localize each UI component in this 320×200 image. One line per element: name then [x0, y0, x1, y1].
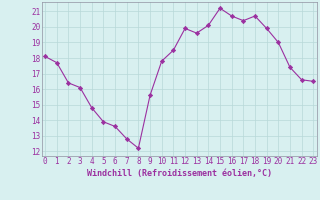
X-axis label: Windchill (Refroidissement éolien,°C): Windchill (Refroidissement éolien,°C): [87, 169, 272, 178]
